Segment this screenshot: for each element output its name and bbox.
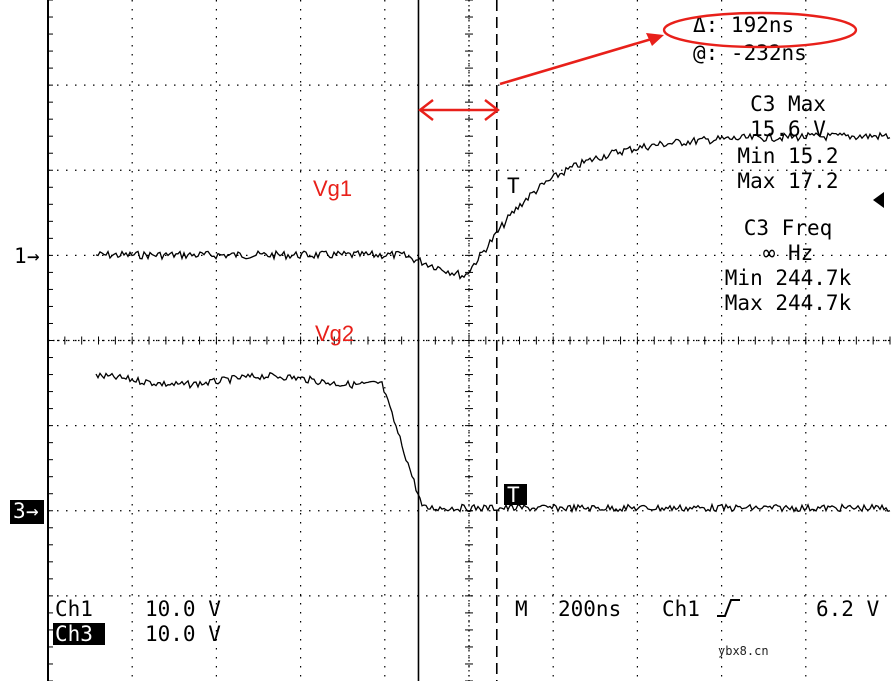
timebase-value[interactable]: 200ns — [558, 597, 621, 621]
pointer-arrow-head-icon — [646, 33, 664, 46]
ch3-label-box[interactable] — [53, 623, 105, 645]
c3-max-min: Min 15.2 — [737, 144, 838, 168]
vg1-label: Vg1 — [313, 176, 352, 201]
watermark: ybx8.cn — [718, 644, 769, 658]
ch3-arrow-icon: → — [26, 499, 39, 523]
ch3-label[interactable]: Ch3 — [55, 622, 93, 646]
ch1-level-marker[interactable]: 1 — [14, 244, 27, 268]
cursor-delta-readout: Δ: 192ns — [693, 13, 794, 37]
trigger-level-arrow-icon — [873, 192, 884, 208]
trace-vg2 — [95, 371, 891, 514]
rising-edge-icon — [717, 599, 740, 617]
trigger-marker-ch3: T — [507, 483, 520, 507]
c3-freq-title: C3 Freq — [744, 216, 833, 240]
span-right-arrow-icon — [484, 99, 500, 121]
ch1-scale: 10.0 V — [145, 597, 221, 621]
ch3-scale: 10.0 V — [145, 622, 221, 646]
c3-freq-max: Max 244.7k — [725, 291, 852, 315]
span-left-arrow-icon — [418, 99, 434, 121]
timebase-label: M — [515, 597, 528, 621]
vg2-label: Vg2 — [315, 321, 354, 346]
trigger-level: 6.2 V — [816, 597, 880, 621]
c3-max-value: 15.6 V — [750, 117, 826, 141]
c3-freq-min: Min 244.7k — [725, 266, 852, 290]
ch3-level-marker-box[interactable] — [10, 500, 44, 524]
ch3-level-marker[interactable]: 3 — [13, 499, 26, 523]
pointer-arrow-line — [499, 36, 656, 86]
ch1-arrow-icon: → — [27, 244, 40, 268]
c3-freq-value: ∞ Hz — [763, 241, 814, 265]
ch1-label[interactable]: Ch1 — [55, 597, 93, 621]
c3-max-max: Max 17.2 — [737, 169, 838, 193]
trigger-marker-ch1: T — [507, 174, 520, 198]
trigger-source[interactable]: Ch1 — [662, 597, 700, 621]
delta-highlight-ellipse — [662, 11, 858, 49]
trace-vg1 — [95, 131, 891, 280]
graticule — [47, 0, 891, 681]
c3-max-title: C3 Max — [750, 92, 826, 116]
trigger-marker-ch3-box — [504, 484, 527, 505]
